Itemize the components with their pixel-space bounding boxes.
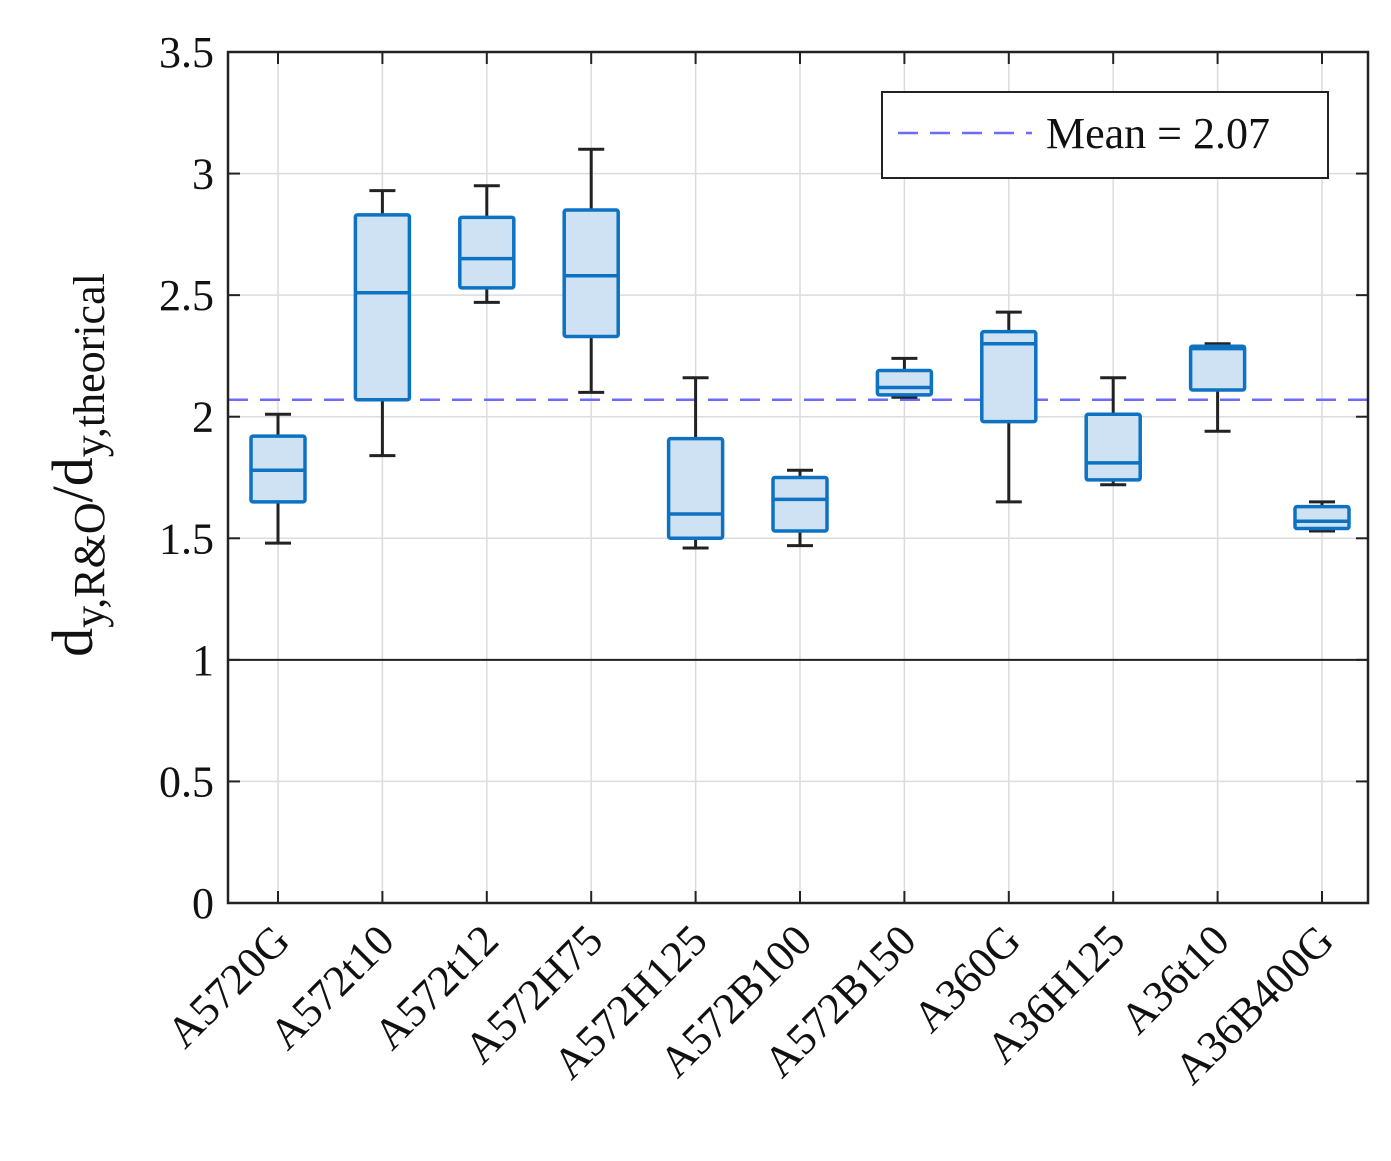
- boxplot-chart: 00.511.522.533.5 A5720GA572t10A572t12A57…: [0, 0, 1391, 1161]
- box-A572H75: [564, 149, 618, 392]
- y-axis-label: dy,R&O/dy,theorical: [40, 273, 114, 657]
- y-label-main: d: [40, 628, 105, 657]
- box-iqr: [355, 215, 409, 400]
- box-A572t12: [460, 186, 514, 303]
- y-tick-label: 3: [192, 150, 214, 199]
- box-iqr: [1086, 414, 1140, 480]
- box-iqr: [669, 439, 723, 539]
- y-tick-label: 0.5: [159, 757, 214, 806]
- y-tick-label: 3.5: [159, 28, 214, 77]
- y-tick-label: 0: [192, 879, 214, 928]
- box-A572H125: [669, 378, 723, 548]
- legend-mean-label: Mean = 2.07: [1046, 109, 1270, 158]
- box-A36H125: [1086, 378, 1140, 485]
- y-label-slash: /d: [40, 457, 105, 502]
- box-iqr: [773, 478, 827, 531]
- box-iqr: [1191, 346, 1245, 390]
- box-A572B100: [773, 470, 827, 545]
- box-iqr: [1295, 507, 1349, 529]
- y-tick-label: 2: [192, 393, 214, 442]
- y-tick-label: 1.5: [159, 514, 214, 563]
- box-A572t10: [355, 191, 409, 456]
- y-tick-label: 2.5: [159, 271, 214, 320]
- y-tick-label: 1: [192, 636, 214, 685]
- box-iqr: [460, 217, 514, 288]
- box-iqr: [564, 210, 618, 336]
- legend: Mean = 2.07: [882, 92, 1328, 178]
- box-A5720G: [251, 414, 305, 543]
- box-A36t10: [1191, 344, 1245, 432]
- y-label-sub2: y,theorical: [65, 273, 114, 457]
- y-label-sub1: y,R&O: [65, 502, 114, 628]
- x-axis-ticks: A5720GA572t10A572t12A572H75A572H125A572B…: [157, 52, 1343, 1094]
- box-A36B400G: [1295, 502, 1349, 531]
- box-A572B150: [877, 358, 931, 397]
- box-iqr: [877, 371, 931, 395]
- box-A360G: [982, 312, 1036, 502]
